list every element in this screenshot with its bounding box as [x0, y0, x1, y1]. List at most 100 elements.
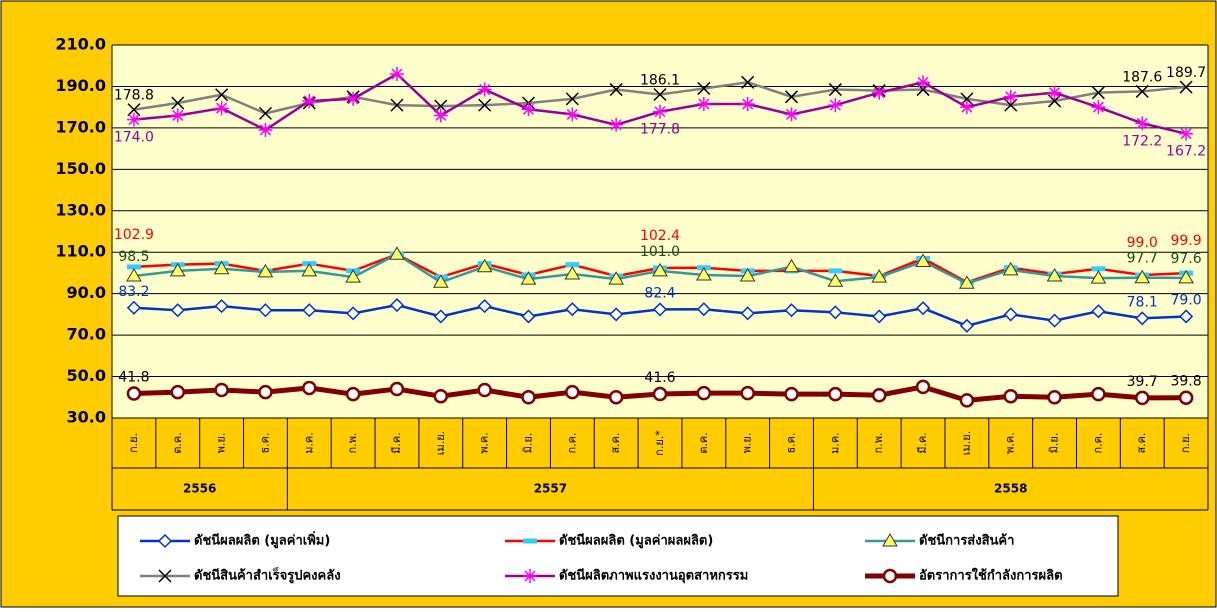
data-point [520, 271, 537, 285]
legend-marker [523, 538, 537, 544]
data-point [1134, 269, 1151, 284]
data-point [741, 75, 755, 89]
data-point [389, 381, 405, 397]
data-label: 41.6 [644, 370, 675, 386]
x-tick-label: ก.พ. [872, 433, 885, 454]
data-point [695, 267, 712, 281]
data-point [477, 82, 492, 97]
data-point [257, 263, 274, 278]
data-point [1091, 266, 1106, 272]
data-point [740, 306, 755, 321]
data-point [871, 387, 887, 403]
data-point [432, 274, 449, 288]
data-label: 178.8 [114, 88, 154, 104]
data-point [345, 269, 361, 283]
data-point [608, 390, 624, 405]
data-point [565, 107, 580, 122]
x-tick-label: พ.ย. [741, 433, 754, 454]
data-point [258, 303, 273, 318]
data-point [521, 102, 536, 117]
data-point [1003, 89, 1018, 104]
data-point [740, 385, 755, 401]
legend-box [117, 515, 1119, 597]
data-label: 172.2 [1122, 133, 1162, 149]
y-tick-label: 50.0 [67, 366, 106, 385]
x-tick-label: เม.ย. [434, 431, 447, 455]
y-tick-label: 190.0 [55, 76, 106, 95]
legend-marker [523, 569, 537, 583]
data-point [346, 91, 361, 106]
data-point [126, 264, 141, 270]
data-point [1047, 313, 1062, 328]
data-point [1091, 304, 1106, 319]
data-point [784, 107, 799, 122]
data-point [1134, 390, 1150, 406]
data-point [302, 380, 317, 396]
data-point [828, 305, 843, 320]
x-tick-label: มิ.ย. [521, 433, 534, 454]
legend-label: ดัชนีการส่งสินค้า [919, 533, 1014, 549]
data-point [652, 302, 668, 317]
x-tick-label: ก.ย. [1179, 433, 1192, 453]
data-point [653, 87, 667, 102]
data-label: 97.7 [1127, 251, 1158, 267]
x-tick-label: ส.ค. [609, 432, 622, 453]
data-point [171, 96, 185, 110]
data-point [477, 382, 492, 398]
data-label: 101.0 [640, 244, 680, 260]
data-point [258, 106, 272, 120]
data-point [696, 97, 711, 112]
data-label: 167.2 [1166, 144, 1206, 160]
data-label: 79.0 [1170, 292, 1201, 308]
data-point [170, 303, 185, 318]
data-point [345, 386, 361, 402]
x-tick-label: พ.ค. [478, 432, 491, 454]
group-label: 2558 [994, 482, 1027, 496]
data-point [565, 92, 579, 106]
data-point [302, 93, 317, 108]
data-label: 97.6 [1170, 251, 1201, 267]
x-tick-label: พ.ค. [1004, 432, 1017, 454]
legend-marker [158, 569, 172, 583]
data-point [608, 271, 625, 285]
data-point [915, 379, 931, 395]
data-point [389, 67, 404, 82]
data-point [609, 83, 623, 97]
data-point [1179, 309, 1194, 324]
legend-label: ดัชนีผลผลิต (มูลค่าเพิ่ม) [194, 531, 330, 549]
data-point [127, 103, 141, 117]
data-point [1091, 100, 1106, 115]
data-label: 99.9 [1170, 233, 1201, 249]
x-tick-label: เม.ย. [960, 431, 973, 455]
data-label: 41.8 [118, 370, 149, 386]
data-point [433, 388, 449, 404]
data-point [1179, 80, 1193, 94]
data-point [959, 393, 975, 408]
y-tick-label: 30.0 [67, 408, 106, 427]
data-label: 102.9 [114, 227, 154, 243]
data-point [652, 262, 668, 277]
x-tick-label: มิ.ย. [1048, 433, 1061, 454]
data-point [565, 384, 580, 400]
data-point [433, 309, 448, 324]
y-tick-label: 170.0 [55, 117, 106, 136]
x-tick-label: ส.ค. [1135, 432, 1148, 453]
data-point [652, 386, 668, 402]
data-point [1002, 261, 1019, 276]
data-point [784, 386, 799, 402]
x-tick-label: ก.ย.* [653, 430, 666, 456]
data-point [1135, 311, 1150, 326]
data-point [1178, 269, 1194, 284]
data-point [126, 386, 142, 401]
data-point [214, 299, 229, 314]
data-point [389, 246, 405, 260]
group-label: 2556 [183, 482, 216, 496]
data-point [478, 98, 492, 112]
data-point [739, 268, 756, 282]
data-point [784, 303, 799, 318]
data-point [828, 268, 843, 274]
data-point [1178, 390, 1194, 405]
data-point [170, 108, 185, 123]
data-point [258, 122, 273, 137]
data-label: 102.4 [640, 228, 680, 244]
